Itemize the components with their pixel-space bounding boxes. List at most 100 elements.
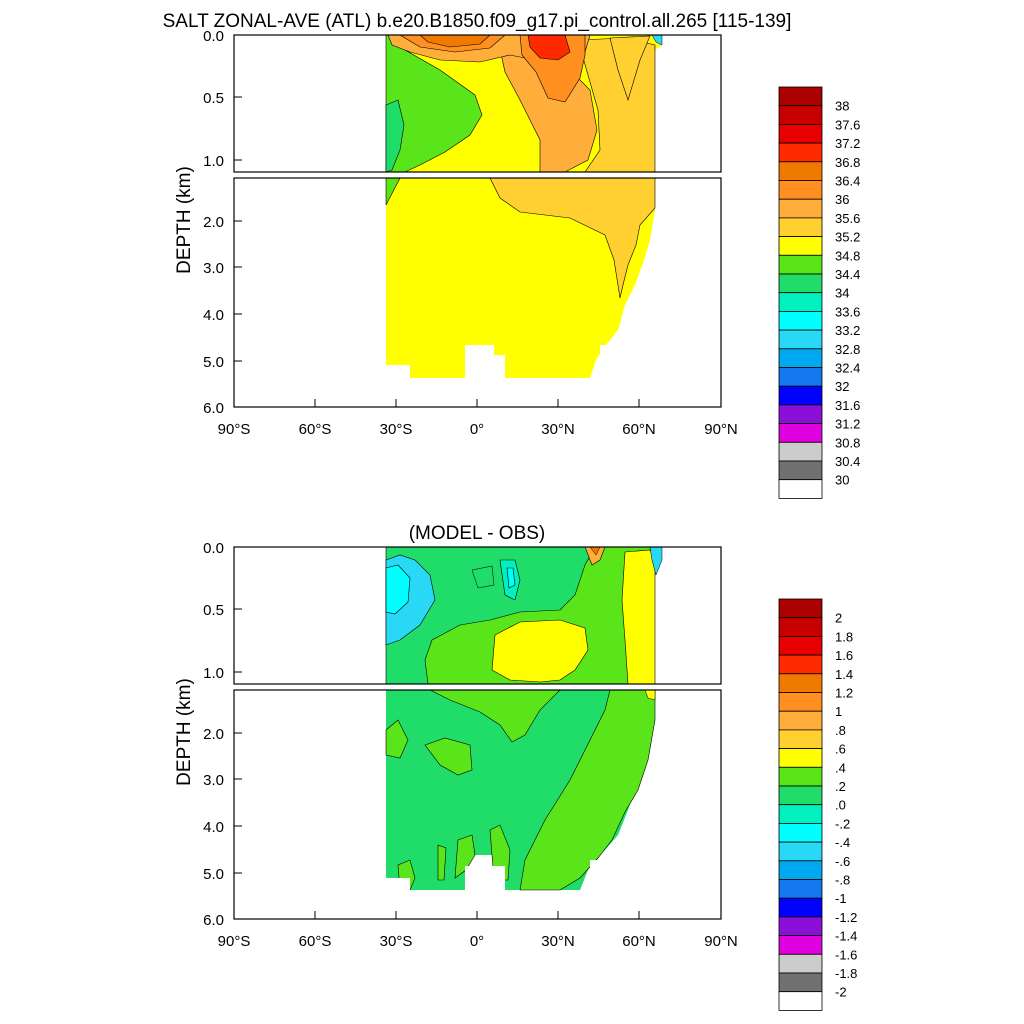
panel1-xaxis: 90°S 60°S 30°S 0° 30°N 60°N 90°N <box>218 399 738 438</box>
colorbar1-box-1 <box>778 105 823 125</box>
colorbar1-box-12 <box>778 310 823 331</box>
p1-ytick-4: 3.0 <box>203 260 224 277</box>
colorbar1-label-19: 30.4 <box>835 454 860 469</box>
p1l-yellow <box>386 178 655 378</box>
p1-xtick-3: 0° <box>470 421 484 438</box>
p2-ytick-7: 6.0 <box>203 912 224 929</box>
colorbar1-box-19 <box>778 441 823 462</box>
colorbar2-label-8: .4 <box>835 760 846 775</box>
p2-xtick-2: 30°S <box>380 933 413 950</box>
colorbar2-box-2 <box>778 636 823 656</box>
colorbar1-box-9 <box>778 254 823 275</box>
panel2-yaxis: 0.0 0.5 1.0 2.0 3.0 4.0 5.0 6.0 DEPTH (k… <box>174 540 242 929</box>
p2-xtick-3: 0° <box>470 933 484 950</box>
panel1-land-mask <box>386 345 720 407</box>
colorbar1-box-11 <box>778 292 823 312</box>
colorbar1-label-3: 36.8 <box>835 155 860 170</box>
colorbar2-label-12: -.4 <box>835 835 850 850</box>
colorbar1-label-6: 35.6 <box>835 211 860 226</box>
p1-xtick-0: 90°S <box>218 421 251 438</box>
colorbar2-label-13: -.6 <box>835 854 850 869</box>
p2-ytick-1: 0.5 <box>203 602 224 619</box>
colorbar2-label-6: .8 <box>835 723 846 738</box>
colorbar2-box-18 <box>778 935 823 955</box>
p2l-green-right <box>519 689 656 891</box>
panel1-title: SALT ZONAL-AVE (ATL) b.e20.B1850.f09_g17… <box>163 11 792 32</box>
colorbar1-box-20 <box>778 460 823 481</box>
p2-xtick-6: 90°N <box>704 933 738 950</box>
colorbar2-box-9 <box>778 766 823 787</box>
colorbar1-box-8 <box>778 236 823 256</box>
colorbar2-box-3 <box>778 654 823 675</box>
p1u-yellow-right-peak <box>609 35 651 101</box>
colorbar1-label-16: 31.6 <box>835 398 860 413</box>
colorbar2-box-17 <box>778 916 823 937</box>
p2-xtick-1: 60°S <box>299 933 332 950</box>
panel2-title: (MODEL - OBS) <box>409 523 546 544</box>
colorbar1-label-13: 32.8 <box>835 342 860 357</box>
p2u-yellow-blob <box>491 619 589 683</box>
p1-ytick-2: 1.0 <box>203 153 224 170</box>
panel2-colorbar: 21.81.61.41.21.8.6.4.2.0-.2-.4-.6-.8-1-1… <box>778 598 857 1011</box>
p2-ytick-6: 5.0 <box>203 866 224 883</box>
colorbar1-box-7 <box>778 217 823 237</box>
colorbar1-label-18: 30.8 <box>835 435 860 450</box>
colorbar2-box-15 <box>778 879 823 899</box>
colorbar1-label-0: 38 <box>835 99 849 114</box>
colorbar1-box-2 <box>778 124 823 144</box>
panel1-upper-frame <box>233 34 722 173</box>
p1-xtick-2: 30°S <box>380 421 413 438</box>
p1-xtick-6: 90°N <box>704 421 738 438</box>
p2l-green-bottom2 <box>437 844 447 881</box>
p1-ytick-3: 2.0 <box>203 214 224 231</box>
colorbar2-label-1: 1.8 <box>835 629 853 644</box>
p2u-lightgreen-spot <box>471 565 495 589</box>
panel1-lower-fields <box>385 177 656 378</box>
colorbar1-label-17: 31.2 <box>835 417 860 432</box>
p2-ytick-0: 0.0 <box>203 540 224 557</box>
colorbar2-box-6 <box>778 710 823 731</box>
colorbar1-box-21 <box>778 479 823 499</box>
colorbar2-label-10: .0 <box>835 798 846 813</box>
colorbar2-label-9: .2 <box>835 779 846 794</box>
colorbar2-box-12 <box>778 823 823 843</box>
colorbar1-box-13 <box>778 329 823 350</box>
p2l-green-band <box>429 689 561 743</box>
p2-ytick-5: 4.0 <box>203 819 224 836</box>
colorbar2-box-7 <box>778 729 823 750</box>
colorbar2-box-10 <box>778 785 823 806</box>
panel2-upper-frame <box>233 546 722 685</box>
panel1-yaxis: 0.0 0.5 1.0 2.0 3.0 4.0 5.0 6.0 DEPTH (k… <box>174 28 242 417</box>
colorbar2-label-15: -1 <box>835 891 847 906</box>
colorbar2-box-16 <box>778 897 823 918</box>
colorbar2-label-7: .6 <box>835 742 846 757</box>
colorbar2-box-13 <box>778 841 823 862</box>
panel2-ylabel: DEPTH (km) <box>174 678 195 786</box>
p2-xtick-0: 90°S <box>218 933 251 950</box>
p1l-lightorange <box>489 177 656 299</box>
colorbar2-label-16: -1.2 <box>835 910 857 925</box>
colorbar1-box-10 <box>778 273 823 294</box>
p1-ytick-7: 6.0 <box>203 400 224 417</box>
p2l-green-bottom3 <box>454 834 476 879</box>
p1-ytick-5: 4.0 <box>203 307 224 324</box>
p2u-cyan-mid2 <box>506 567 516 589</box>
colorbar1-label-8: 34.8 <box>835 248 860 263</box>
colorbar1-label-12: 33.2 <box>835 323 860 338</box>
colorbar1-box-17 <box>778 404 823 424</box>
colorbar2-label-3: 1.4 <box>835 667 853 682</box>
colorbar2-label-18: -1.6 <box>835 947 857 962</box>
p2-ytick-2: 1.0 <box>203 665 224 682</box>
colorbar1-label-14: 32.4 <box>835 361 860 376</box>
colorbar1-box-18 <box>778 423 823 443</box>
p2u-yellow-right <box>621 549 656 685</box>
panel1-colorbar: 38 37.6 37.2 36.8 36.4 36 35.6 35.2 34.8 34.4 34 33… <box>778 86 860 499</box>
p1-xtick-4: 30°N <box>541 421 575 438</box>
colorbar2-label-20: -2 <box>835 985 847 1000</box>
colorbar2-box-5 <box>778 692 823 712</box>
p2-xtick-5: 60°N <box>622 933 656 950</box>
colorbar2-label-17: -1.4 <box>835 929 857 944</box>
colorbar2-box-20 <box>778 972 823 993</box>
colorbar2-label-4: 1.2 <box>835 686 853 701</box>
